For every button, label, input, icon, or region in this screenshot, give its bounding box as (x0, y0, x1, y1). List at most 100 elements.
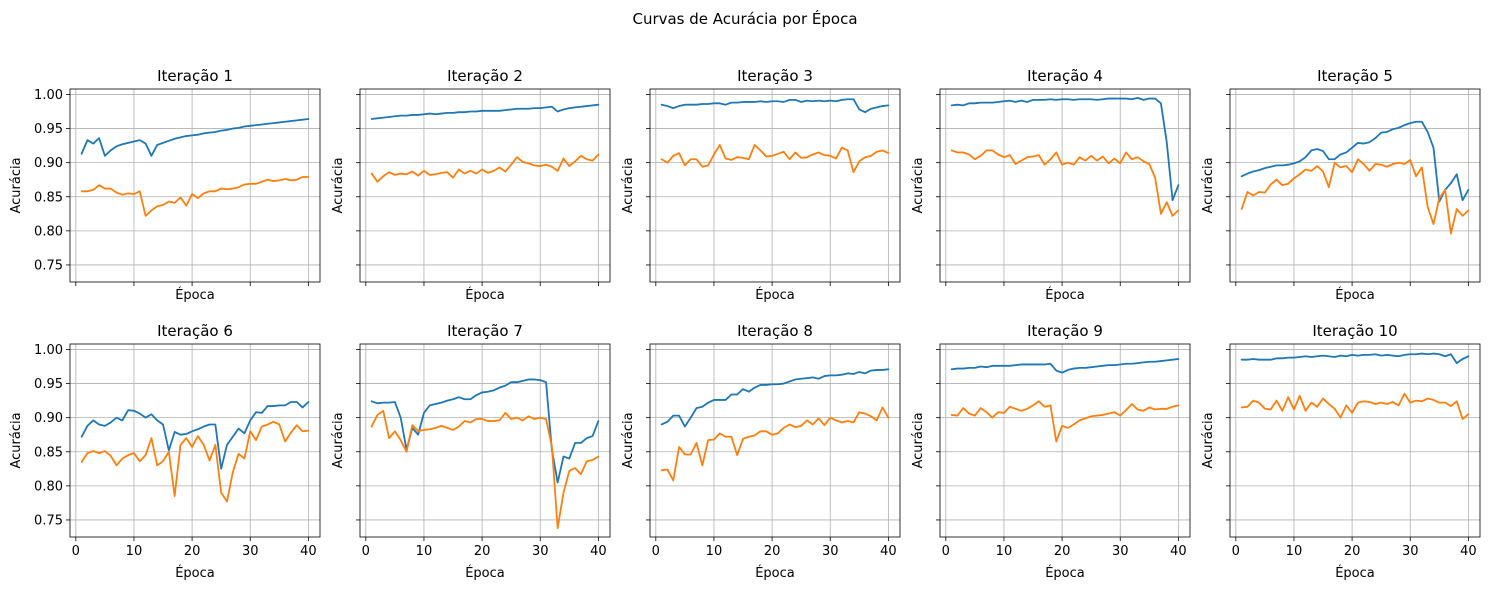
axes-frame (939, 88, 1191, 283)
series-line-orange (660, 406, 890, 482)
series-line-orange (950, 149, 1180, 217)
figure-title: Curvas de Acurácia por Época (632, 9, 857, 28)
subplot-1: Iteração 1 0.75 0.80 0.85 0.90 0.95 1.00 Época A… (9, 67, 321, 303)
y-tick-label: 0.75 (34, 258, 63, 273)
y-axis-label: Acurácia (331, 157, 346, 213)
x-tick-label: 40 (1170, 544, 1187, 559)
x-tick-label: 0 (72, 544, 80, 559)
x-tick-label: 20 (1054, 544, 1071, 559)
subplot-title: Iteração 3 (737, 67, 813, 85)
series-line-blue (660, 98, 890, 114)
y-tick-label: 1.00 (34, 88, 63, 103)
series-line-orange (80, 420, 310, 503)
series-line-orange (660, 144, 890, 174)
y-axis-label: Acurácia (1201, 157, 1216, 213)
series-line-blue (80, 401, 310, 470)
x-tick-label: 30 (1112, 544, 1129, 559)
x-tick-label: 20 (764, 544, 781, 559)
axes-frame (359, 343, 611, 538)
y-axis-label: Acurácia (9, 412, 24, 468)
x-tick-label: 40 (590, 544, 607, 559)
x-axis-label: Época (1045, 565, 1085, 581)
x-tick-label: 30 (242, 544, 259, 559)
subplot-8: Iteração 8 0 10 20 30 40 Época Acurácia (621, 322, 901, 581)
series-line-blue (950, 96, 1180, 202)
y-tick-label: 0.80 (34, 224, 63, 239)
axes-frame (69, 88, 321, 283)
series-line-blue (370, 378, 600, 484)
x-tick-label: 40 (300, 544, 317, 559)
x-tick-label: 20 (184, 544, 201, 559)
axes-frame (1229, 88, 1481, 283)
x-axis-label: Época (1045, 287, 1085, 303)
subplot-7: Iteração 7 0 10 20 30 40 Época Acurácia (331, 322, 611, 581)
axes-frame (69, 343, 321, 538)
grid (360, 344, 610, 537)
x-tick-label: 20 (1344, 544, 1361, 559)
y-tick-label: 1.00 (34, 343, 63, 358)
series-line-blue (1240, 352, 1470, 365)
grid (70, 344, 320, 537)
subplot-title: Iteração 5 (1317, 67, 1393, 85)
x-axis-label: Época (175, 565, 215, 581)
grid (940, 89, 1190, 282)
y-axis-label: Acurácia (9, 157, 24, 213)
axes-frame (939, 343, 1191, 538)
axes-frame (649, 88, 901, 283)
grid (1230, 344, 1480, 537)
x-tick-label: 10 (416, 544, 433, 559)
series-line-blue (660, 368, 890, 428)
y-tick-label: 0.75 (34, 513, 63, 528)
subplot-title: Iteração 8 (737, 322, 813, 340)
x-tick-label: 10 (996, 544, 1013, 559)
y-axis-label: Acurácia (331, 412, 346, 468)
x-tick-label: 40 (1460, 544, 1477, 559)
series-line-orange (1240, 158, 1470, 235)
subplot-4: Iteração 4 Época Acurácia (911, 67, 1191, 303)
series-line-orange (370, 409, 600, 530)
x-tick-label: 0 (362, 544, 370, 559)
x-tick-label: 0 (942, 544, 950, 559)
y-axis-label: Acurácia (621, 412, 636, 468)
x-axis-label: Época (465, 287, 505, 303)
grid (1230, 89, 1480, 282)
subplot-title: Iteração 2 (447, 67, 523, 85)
x-tick-label: 30 (1402, 544, 1419, 559)
subplot-title: Iteração 1 (157, 67, 233, 85)
series-line-orange (1240, 392, 1470, 420)
x-axis-label: Época (1335, 287, 1375, 303)
subplot-6: Iteração 6 0 10 20 30 40 0.75 0.80 0.85 0.90 0.95 1… (9, 322, 321, 581)
x-axis-label: Época (755, 565, 795, 581)
y-axis-label: Acurácia (911, 412, 926, 468)
x-axis-label: Época (465, 565, 505, 581)
series-line-blue (370, 103, 600, 120)
subplot-3: Iteração 3 Época Acurácia (621, 67, 901, 303)
y-tick-label: 0.85 (34, 190, 63, 205)
subplot-2: Iteração 2 Época Acurácia (331, 67, 611, 303)
x-tick-label: 30 (532, 544, 549, 559)
subplot-title: Iteração 10 (1312, 322, 1397, 340)
grid (650, 89, 900, 282)
y-tick-label: 0.80 (34, 479, 63, 494)
subplot-9: Iteração 9 0 10 20 30 40 Época Acurácia (911, 322, 1191, 581)
y-tick-label: 0.90 (34, 156, 63, 171)
subplot-title: Iteração 9 (1027, 322, 1103, 340)
y-tick-label: 0.95 (34, 377, 63, 392)
y-tick-label: 0.90 (34, 411, 63, 426)
grid (940, 344, 1190, 537)
x-tick-label: 10 (1286, 544, 1303, 559)
subplot-title: Iteração 4 (1027, 67, 1103, 85)
subplot-10: Iteração 10 0 10 20 30 40 Época Acurácia (1201, 322, 1481, 581)
x-tick-label: 0 (1232, 544, 1240, 559)
y-axis-label: Acurácia (621, 157, 636, 213)
series-line-orange (370, 153, 600, 183)
grid (360, 89, 610, 282)
subplots-grid: Iteração 1 0.75 0.80 0.85 0.90 0.95 1.00 Época A… (9, 67, 1481, 581)
x-axis-label: Época (1335, 565, 1375, 581)
y-tick-label: 0.95 (34, 122, 63, 137)
series-line-blue (80, 118, 310, 157)
x-axis-label: Época (175, 287, 215, 303)
axes-frame (649, 343, 901, 538)
axes-frame (1229, 343, 1481, 538)
